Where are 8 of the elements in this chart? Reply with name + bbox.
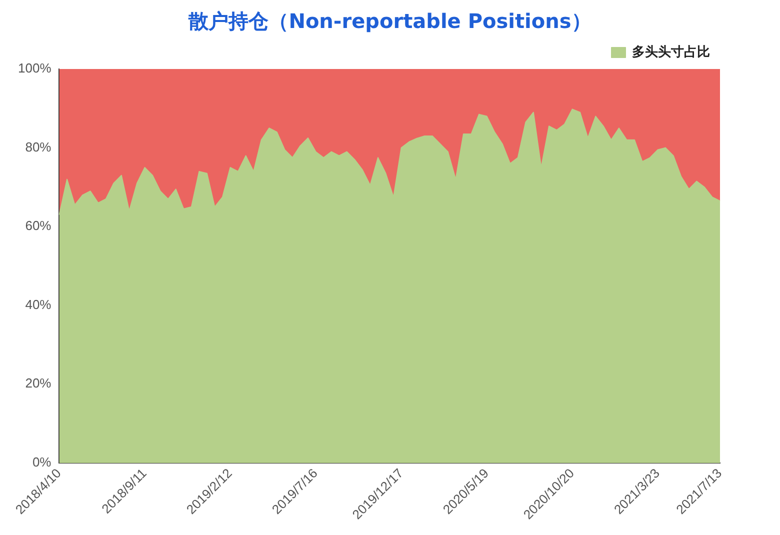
y-tick-label: 60%: [25, 218, 52, 234]
chart-title: 散户持仓（Non-reportable Positions）: [187, 8, 592, 35]
legend-label: 多头头寸占比: [632, 44, 710, 60]
y-tick-label: 20%: [25, 376, 52, 391]
y-tick-label: 0%: [32, 454, 52, 470]
y-tick-label: 80%: [25, 139, 52, 154]
y-tick-label: 40%: [25, 296, 52, 312]
y-tick-label: 100%: [18, 60, 52, 76]
